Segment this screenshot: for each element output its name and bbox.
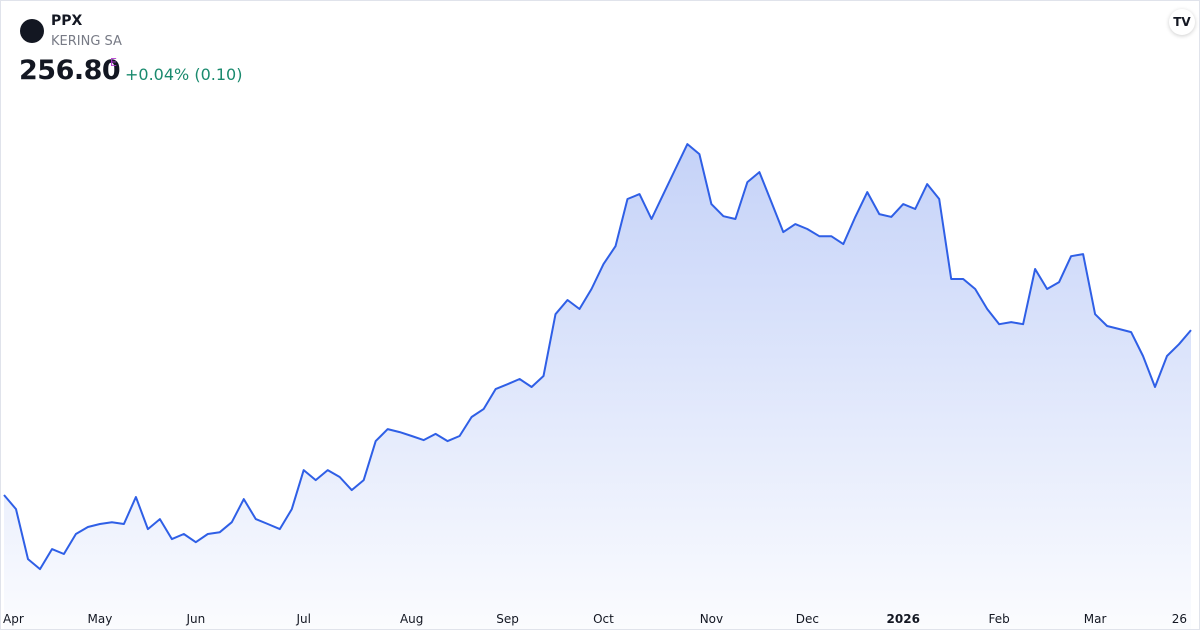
- x-tick-label: Feb: [989, 612, 1010, 626]
- x-tick-label: 2026: [887, 612, 920, 626]
- tradingview-logo[interactable]: TV: [1169, 9, 1195, 35]
- x-tick-label: Jul: [296, 612, 311, 626]
- x-tick-label: Aug: [400, 612, 423, 626]
- area: [4, 144, 1191, 629]
- x-tick-label: Nov: [700, 612, 723, 626]
- x-tick-label: 26: [1172, 612, 1187, 626]
- symbol: PPX: [51, 13, 83, 29]
- company-name: KERING SA: [51, 34, 122, 49]
- x-tick-label: Oct: [593, 612, 614, 626]
- x-tick-label: Mar: [1084, 612, 1107, 626]
- symbol-logo: [20, 19, 44, 43]
- price-flag: E: [110, 56, 117, 69]
- x-tick-label: Jun: [185, 612, 205, 626]
- x-tick-label: Sep: [496, 612, 519, 626]
- price: 256.80: [19, 55, 121, 86]
- x-tick-label: Apr: [3, 612, 24, 626]
- x-tick-label: Dec: [796, 612, 819, 626]
- price-line: [3, 143, 1192, 571]
- price-change: +0.04% (0.10): [125, 65, 243, 84]
- x-tick-label: May: [88, 612, 113, 626]
